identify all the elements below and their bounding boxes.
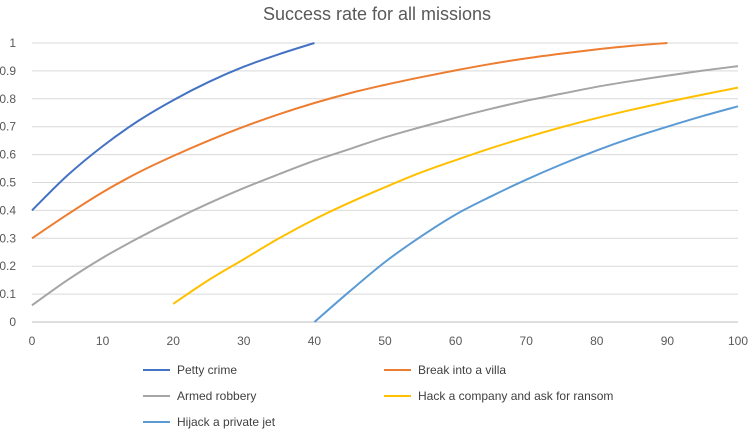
legend-entry: Hack a company and ask for ransom [384,389,613,403]
series-lines [31,42,739,323]
x-tick-label: 90 [661,334,675,348]
series-line-armed-robbery [31,65,739,307]
series-line-petty-crime [31,42,315,212]
legend-entry: Hijack a private jet [143,415,276,429]
series-line-hack-a-company-and-ask-for-ransom [172,86,739,305]
y-tick-label: 0 [9,315,16,329]
x-tick-label: 20 [167,334,181,348]
y-tick-label: 0.9 [0,64,16,78]
y-tick-label: 1 [9,36,16,50]
legend-label: Hijack a private jet [177,415,276,429]
legend-entry: Break into a villa [384,363,506,377]
y-tick-label: 0.7 [0,120,16,134]
series-line-hijack-a-private-jet [313,105,739,323]
x-tick-label: 60 [449,334,463,348]
legend-label: Armed robbery [177,389,256,403]
y-tick-label: 0.1 [0,287,16,301]
legend-label: Break into a villa [418,363,506,377]
legend-entry: Armed robbery [143,389,256,403]
series-line-break-into-a-villa [31,42,668,240]
x-tick-label: 40 [308,334,322,348]
y-tick-label: 0.2 [0,259,16,273]
y-tick-label: 0.3 [0,231,16,245]
y-tick-label: 0.4 [0,203,16,217]
y-tick-label: 0.8 [0,92,16,106]
x-tick-label: 100 [728,334,748,348]
x-tick-label: 0 [29,334,36,348]
legend: Petty crime Break into a villa Armed robbe… [143,363,613,429]
y-tick-label: 0.5 [0,176,16,190]
gridlines [32,42,738,323]
x-tick-label: 30 [237,334,251,348]
y-tick-label: 0.6 [0,148,16,162]
x-tick-label: 70 [520,334,534,348]
x-tick-label: 10 [96,334,110,348]
legend-label: Hack a company and ask for ransom [418,389,613,403]
x-tick-label: 50 [378,334,392,348]
legend-label: Petty crime [177,363,237,377]
axes: 00.10.20.30.40.50.60.70.80.910 10 20 30 40 50… [0,36,748,348]
legend-entry: Petty crime [143,363,237,377]
x-tick-label: 80 [590,334,604,348]
chart-title: Success rate for all missions [263,4,491,24]
